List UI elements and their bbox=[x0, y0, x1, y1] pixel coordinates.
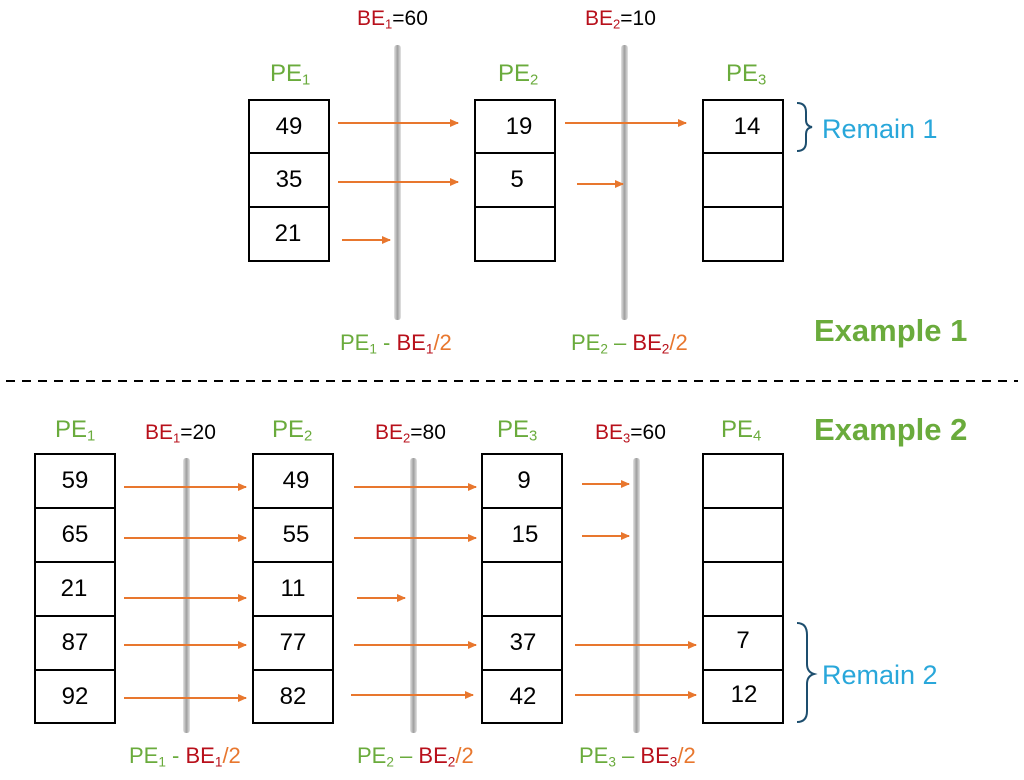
cell-divider bbox=[252, 561, 334, 563]
cell-divider bbox=[34, 669, 116, 671]
remain-label: Remain 1 bbox=[822, 114, 938, 144]
cell-divider bbox=[248, 206, 330, 208]
pe-column bbox=[702, 99, 784, 262]
be-label: BE2=80 bbox=[375, 421, 446, 446]
cell-value: 77 bbox=[279, 629, 307, 656]
cell-value bbox=[704, 455, 782, 507]
cell-value: 92 bbox=[61, 682, 89, 710]
example-title: Example 2 bbox=[814, 412, 968, 447]
cell-divider bbox=[34, 615, 116, 617]
cell-value: 65 bbox=[61, 521, 89, 548]
cell-value: 21 bbox=[60, 575, 88, 602]
barrier-line bbox=[394, 45, 401, 320]
cell-value bbox=[476, 208, 554, 260]
barrier-line bbox=[183, 458, 190, 733]
cell-value bbox=[704, 154, 782, 206]
cell-divider bbox=[34, 507, 116, 509]
be-label: BE3=60 bbox=[595, 421, 666, 446]
pe-label: PE2 bbox=[498, 60, 539, 89]
example-title: Example 1 bbox=[814, 313, 968, 348]
remain-label: Remain 2 bbox=[822, 660, 938, 690]
pe-column bbox=[252, 453, 334, 724]
formula-label: PE1 - BE1/2 bbox=[129, 743, 241, 770]
pe-column bbox=[702, 453, 784, 724]
cell-value: 19 bbox=[505, 112, 533, 140]
pe-label: PE1 bbox=[270, 60, 311, 89]
barrier-line bbox=[621, 45, 628, 320]
pe-label: PE2 bbox=[272, 416, 313, 445]
formula-label: PE2 – BE2/2 bbox=[571, 330, 688, 357]
cell-divider bbox=[474, 152, 556, 154]
cell-value: 55 bbox=[282, 521, 310, 548]
cell-value: 35 bbox=[275, 166, 303, 193]
cell-value: 59 bbox=[61, 467, 89, 494]
cell-divider bbox=[481, 669, 563, 671]
cell-value: 7 bbox=[736, 627, 750, 654]
cell-value bbox=[483, 563, 561, 615]
cell-value bbox=[704, 563, 782, 615]
cell-divider bbox=[702, 152, 784, 154]
cell-value: 11 bbox=[280, 575, 306, 602]
cell-divider bbox=[481, 561, 563, 563]
cell-divider bbox=[248, 152, 330, 154]
pe-label: PE1 bbox=[55, 416, 96, 445]
pe-column bbox=[481, 453, 563, 724]
be-label: BE2=10 bbox=[585, 7, 656, 32]
pe-column bbox=[34, 453, 116, 724]
cell-value: 87 bbox=[61, 629, 89, 656]
cell-divider bbox=[481, 615, 563, 617]
cell-value: 21 bbox=[274, 220, 302, 247]
cell-value: 14 bbox=[733, 112, 761, 140]
cell-divider bbox=[702, 669, 784, 671]
pe-label: PE4 bbox=[721, 416, 762, 445]
formula-label: PE1 - BE1/2 bbox=[340, 330, 452, 357]
cell-divider bbox=[702, 561, 784, 563]
cell-divider bbox=[252, 507, 334, 509]
cell-value: 42 bbox=[509, 682, 537, 710]
cell-value: 82 bbox=[279, 682, 307, 710]
cell-value: 12 bbox=[730, 681, 758, 708]
pe-column bbox=[248, 99, 330, 262]
cell-divider bbox=[702, 206, 784, 208]
cell-divider bbox=[34, 561, 116, 563]
cell-divider bbox=[252, 669, 334, 671]
pe-label: PE3 bbox=[726, 60, 767, 89]
cell-value: 9 bbox=[517, 467, 531, 494]
pe-column bbox=[474, 99, 556, 262]
be-label: BE1=20 bbox=[145, 421, 216, 446]
cell-divider bbox=[702, 615, 784, 617]
cell-divider bbox=[702, 507, 784, 509]
formula-label: PE2 – BE2/2 bbox=[357, 743, 474, 770]
barrier-line bbox=[410, 458, 417, 733]
cell-value: 5 bbox=[510, 166, 524, 193]
cell-value: 15 bbox=[511, 521, 539, 548]
cell-divider bbox=[481, 507, 563, 509]
cell-value bbox=[704, 208, 782, 260]
cell-value: 37 bbox=[509, 629, 537, 656]
be-label: BE1=60 bbox=[357, 7, 428, 32]
formula-label: PE3 – BE3/2 bbox=[579, 743, 696, 770]
cell-divider bbox=[474, 206, 556, 208]
cell-value: 49 bbox=[282, 467, 310, 494]
cell-divider bbox=[252, 615, 334, 617]
cell-value: 49 bbox=[275, 112, 303, 140]
barrier-line bbox=[633, 458, 640, 733]
cell-value bbox=[704, 509, 782, 561]
pe-label: PE3 bbox=[497, 416, 538, 445]
